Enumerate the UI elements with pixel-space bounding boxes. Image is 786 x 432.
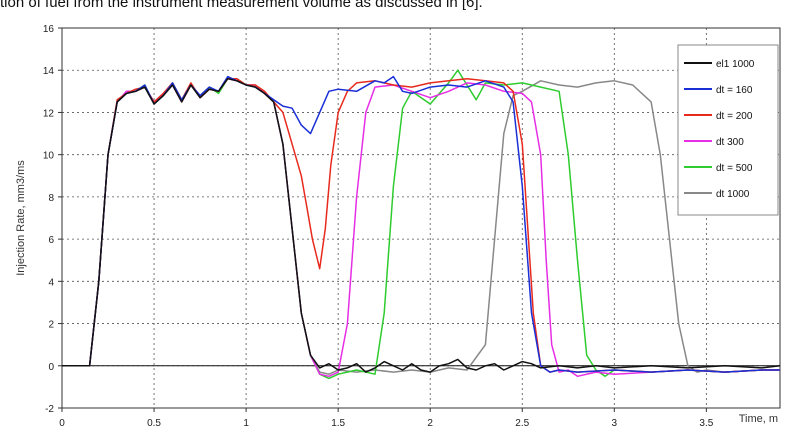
x-tick-label: 1.5 (331, 418, 345, 429)
x-tick-label: 2 (427, 418, 433, 429)
series-line-4 (62, 69, 780, 380)
series-line-1 (62, 75, 780, 373)
legend: el1 1000 dt = 160 dt = 200 dt 300 dt = 500 dt… (677, 44, 779, 216)
y-tick-label: 10 (43, 151, 55, 162)
x-tick-label: 0.5 (147, 418, 161, 429)
legend-label: dt = 200 (716, 111, 753, 122)
x-axis-title: Time, m (739, 413, 778, 425)
legend-label: dt 1000 (716, 189, 750, 200)
series-line-2 (62, 77, 780, 373)
series-lines (62, 69, 781, 380)
x-tick-label: 3 (612, 418, 618, 429)
figure-caption: tion of fuel from the instrument measure… (0, 0, 483, 10)
grid (62, 28, 780, 408)
y-tick-label: 2 (48, 320, 54, 331)
legend-label: el1 1000 (716, 59, 755, 70)
series-line-5 (62, 77, 780, 375)
legend-label: dt = 500 (716, 163, 753, 174)
y-tick-label: 4 (48, 277, 54, 288)
y-tick-label: 6 (48, 235, 54, 246)
y-tick-label: 12 (43, 108, 55, 119)
y-tick-label: -2 (45, 404, 54, 415)
axes: -2 0 2 4 6 8 10 12 14 16 0 0.5 1 1.5 2 2.5 3 3.5 Time, m In… (15, 24, 781, 429)
x-tick-label: 2.5 (515, 418, 529, 429)
y-tick-label: 14 (43, 66, 55, 77)
y-axis-title: Injection Rate, mm3/ms (15, 160, 27, 276)
x-tick-label: 1 (243, 418, 249, 429)
x-tick-label: 3.5 (699, 418, 713, 429)
series-line-3 (62, 77, 780, 378)
y-tick-label: 8 (48, 193, 54, 204)
legend-label: dt = 160 (716, 85, 753, 96)
y-tick-label: 16 (43, 24, 55, 35)
plot-frame (61, 27, 781, 409)
legend-box (677, 44, 779, 216)
x-tick-label: 0 (59, 418, 65, 429)
y-tick-label: 0 (48, 362, 54, 373)
series-line-0 (62, 77, 781, 373)
legend-label: dt 300 (716, 137, 744, 148)
